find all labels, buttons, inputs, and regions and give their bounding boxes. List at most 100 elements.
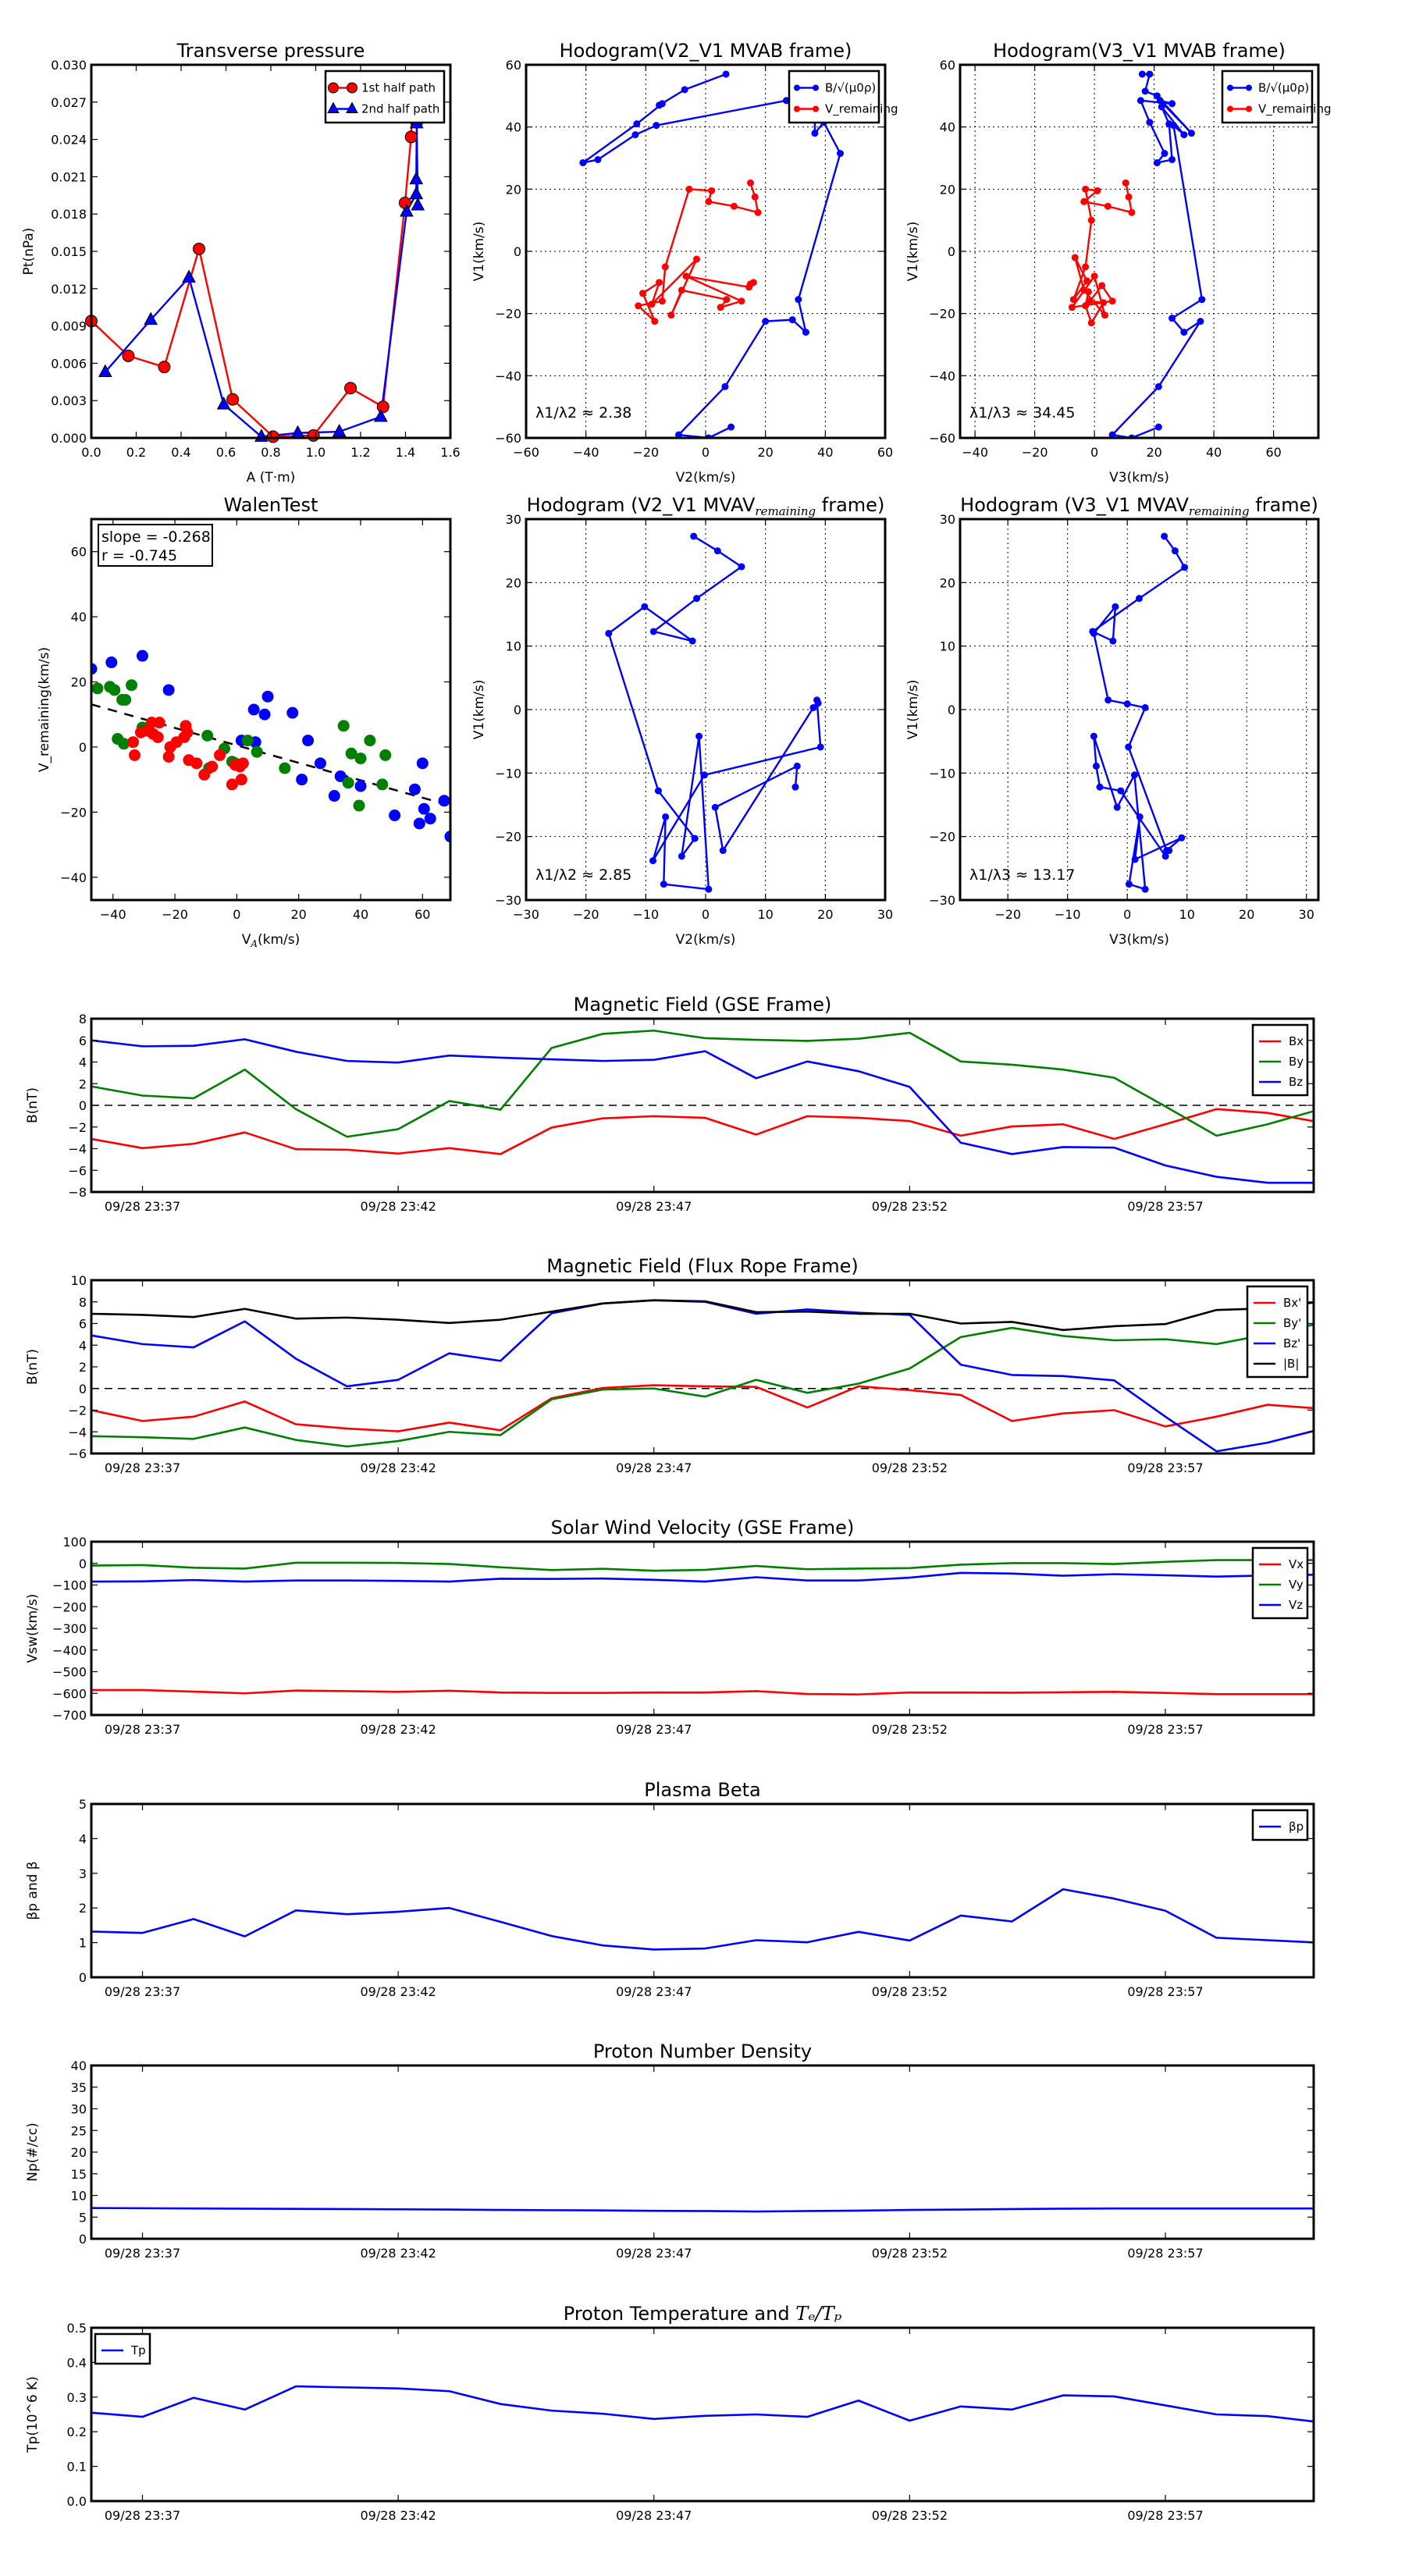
data-point — [1087, 319, 1095, 327]
data-point — [747, 280, 754, 288]
data-point — [418, 802, 430, 815]
legend: B/√(μ0ρ) V_remaining — [788, 69, 898, 124]
y-tick-label: 10 — [71, 1273, 87, 1288]
data-point — [1109, 637, 1117, 645]
series-line-2 — [91, 1571, 1314, 1583]
legend-marker — [346, 101, 358, 113]
data-point — [286, 706, 299, 719]
data-point — [754, 208, 762, 216]
data-point — [1153, 158, 1161, 166]
data-point — [1161, 150, 1168, 158]
legend-box — [788, 69, 880, 124]
legend-box — [1221, 69, 1314, 124]
x-tick-label: 09/28 23:57 — [1127, 1461, 1203, 1475]
x-tick-label: 1.2 — [350, 445, 370, 460]
x-tick-label: 09/28 23:47 — [616, 2246, 692, 2261]
data-point — [438, 795, 450, 807]
y-tick-label: 0 — [948, 703, 955, 717]
data-point — [119, 693, 132, 706]
series-line-2 — [91, 1038, 1314, 1184]
data-point — [1156, 97, 1164, 105]
eigenvalue-ratio-annotation: λ1/λ3 ≈ 13.17 — [969, 866, 1075, 884]
data-point — [705, 885, 713, 893]
legend-label: B/√(μ0ρ) — [825, 81, 876, 95]
data-point — [1198, 296, 1206, 304]
y-tick-label: −20 — [60, 805, 87, 820]
chart-beta: Plasma Beta 09/28 23:37 09/28 23:42 09/28 2… — [25, 1779, 1315, 1999]
plot-area — [91, 1299, 1314, 1453]
legend-marker — [794, 105, 800, 112]
data-point — [727, 423, 735, 431]
y-tick-label: −40 — [60, 870, 87, 885]
x-tick-label: 0.8 — [261, 445, 280, 460]
data-point — [332, 423, 347, 437]
data-point — [685, 185, 693, 193]
chart-title: Proton Temperature and Tₑ/Tₚ — [564, 2303, 842, 2325]
data-point — [122, 349, 135, 362]
y-axis-label: Tp(10^6 K) — [25, 2376, 41, 2453]
y-tick-label: 0 — [79, 2232, 87, 2247]
data-point — [816, 743, 824, 751]
legend-marker — [327, 101, 340, 113]
chart-title: Proton Number Density — [593, 2041, 812, 2062]
data-point — [444, 831, 450, 843]
y-tick-label: 30 — [71, 2102, 87, 2117]
data-point — [1146, 119, 1154, 126]
chart-title-main: Hodogram (V3_V1 MVAV — [960, 494, 1189, 516]
y-tick-label: −2 — [68, 1120, 87, 1135]
data-point — [334, 770, 347, 783]
data-point — [738, 297, 745, 305]
axes-frame — [90, 1802, 1315, 1979]
y-tick-label: 8 — [79, 1295, 87, 1310]
x-tick-label: 09/28 23:37 — [105, 1984, 180, 1999]
data-point — [1136, 595, 1143, 603]
legend-label: Vy — [1289, 1578, 1304, 1592]
data-point — [713, 547, 721, 555]
x-tick-label: 1.6 — [440, 445, 460, 460]
data-point — [354, 780, 367, 792]
data-point — [653, 122, 660, 130]
x-axis-label-v: V — [242, 932, 251, 948]
data-point — [296, 774, 308, 786]
data-point — [354, 753, 367, 765]
chart-title-subscript: remaining — [755, 504, 816, 518]
y-tick-label: −700 — [52, 1708, 87, 1723]
x-tick-label: 40 — [817, 445, 833, 460]
x-axis-label-unit: (km/s) — [258, 932, 300, 948]
axes-frame — [90, 2064, 1315, 2240]
x-tick-label: 09/28 23:52 — [872, 1199, 948, 1214]
data-point — [1082, 302, 1090, 310]
chart-walen: WalenTest −40 −20 0 20 40 60 −40 −20 0 20 40 60 VA(km… — [37, 494, 452, 949]
data-point — [151, 731, 164, 743]
y-tick-label: −4 — [68, 1142, 87, 1157]
y-tick-label: 0.009 — [51, 319, 87, 334]
y-axis-label: Pt(nPa) — [21, 228, 37, 276]
data-point — [409, 171, 424, 185]
data-point — [690, 532, 698, 540]
data-point — [654, 787, 662, 795]
x-tick-label: 09/28 23:42 — [360, 1199, 436, 1214]
y-axis-label: V_remaining(km/s) — [37, 647, 52, 772]
legend: 1st half path 2nd half path — [324, 69, 446, 124]
data-point — [337, 720, 350, 732]
x-tick-label: 09/28 23:57 — [1127, 1984, 1203, 1999]
x-tick-label: 09/28 23:52 — [872, 2508, 948, 2523]
series-line-1 — [91, 1029, 1314, 1138]
eigenvalue-ratio-annotation: λ1/λ3 ≈ 34.45 — [969, 404, 1075, 422]
data-point — [1094, 187, 1101, 194]
data-point — [1101, 311, 1109, 319]
y-axis-label: V1(km/s) — [471, 680, 487, 740]
data-point — [1187, 130, 1195, 137]
y-tick-label: 0.5 — [67, 2321, 87, 2336]
x-tick-label: 09/28 23:47 — [616, 1461, 692, 1475]
data-point — [374, 408, 388, 422]
data-point — [717, 304, 724, 311]
y-tick-label: 20 — [940, 575, 955, 590]
data-point — [691, 834, 699, 842]
data-point — [302, 735, 315, 747]
y-tick-label: 0.0 — [67, 2494, 87, 2509]
data-point — [1087, 216, 1095, 224]
data-point — [1090, 732, 1097, 740]
x-tick-label: 09/28 23:52 — [872, 1461, 948, 1475]
x-tick-label: 0 — [702, 907, 710, 922]
